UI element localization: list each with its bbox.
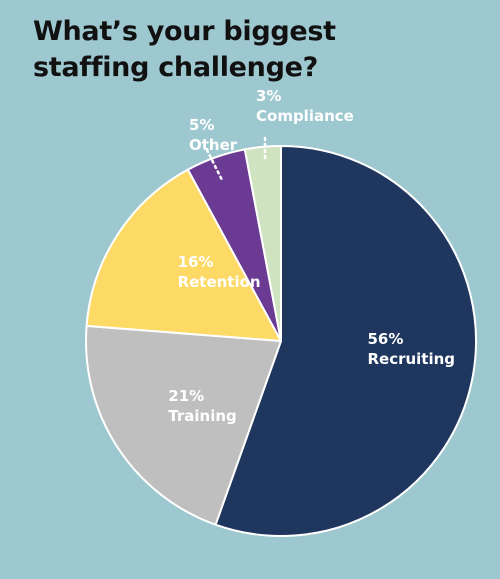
chart-title-line-1: What’s your biggest [33,16,336,47]
pie-slice-compliance [243,145,282,342]
slice-label-recruiting: 56% Recruiting [367,330,455,368]
chart-title: What’s your biggest staffing challenge? [33,14,473,86]
pie-slice-training [85,324,282,526]
leader-lines [205,136,267,182]
slice-percent-retention: 16% [178,253,214,271]
slice-labels: 56% Recruiting 21% Training 16% Retention 5% Ot… [168,87,455,425]
slice-percent-recruiting: 56% [367,330,403,348]
slice-name-training: Training [168,407,236,425]
slice-percent-training: 21% [168,387,204,405]
slice-name-compliance: Compliance [256,107,354,125]
slice-name-recruiting: Recruiting [367,350,455,368]
pie-slice-retention [85,168,282,342]
slice-label-compliance: 3% Compliance [256,87,354,125]
slice-label-other: 5% Other [189,116,238,154]
slice-name-other: Other [189,136,238,154]
pie-slices [85,145,477,537]
slice-label-retention: 16% Retention [178,253,261,291]
slice-label-training: 21% Training [168,387,236,425]
leader-line-other [205,148,224,182]
chart-title-line-2: staffing challenge? [33,52,318,83]
slice-percent-compliance: 3% [256,87,281,105]
pie-slice-recruiting [214,145,477,537]
slice-percent-other: 5% [189,116,214,134]
slice-name-retention: Retention [178,273,261,291]
